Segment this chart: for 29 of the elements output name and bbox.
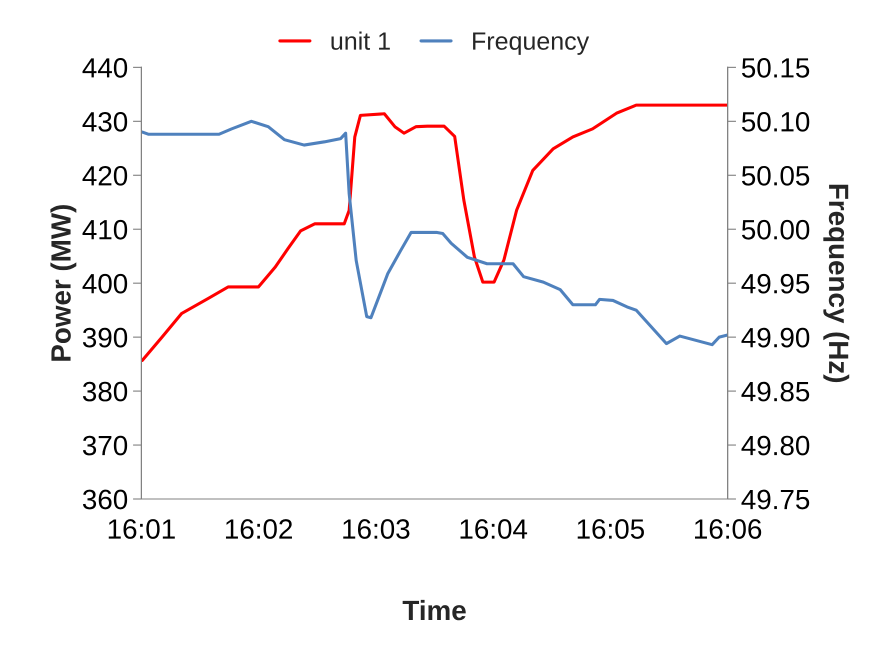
- y2-tick-label: 49.85: [741, 382, 810, 402]
- y2-tick-label: 50.05: [742, 166, 810, 186]
- x-tick-label: 16:04: [460, 519, 528, 539]
- y-tick-label: 440: [82, 58, 128, 78]
- y-tick-label: 390: [82, 328, 128, 348]
- legend-label: Frequency: [473, 32, 590, 55]
- x-tick-label: 16:03: [343, 519, 410, 539]
- y-tick-label: 360: [82, 490, 128, 510]
- x-tick-label: 16:05: [578, 519, 644, 539]
- y-tick-label: 370: [82, 436, 128, 456]
- y2-tick-label: 50.15: [742, 58, 810, 78]
- x-tick-label: 16:01: [108, 519, 175, 539]
- y-tick-label: 410: [82, 220, 128, 240]
- y2-tick-label: 50.00: [742, 220, 810, 240]
- x-tick-label: 16:06: [695, 519, 762, 539]
- y2-tick-label: 49.90: [741, 328, 810, 348]
- y2-axis-title: Frequency (Hz): [823, 184, 850, 382]
- y2-tick-label: 50.10: [742, 112, 810, 132]
- y2-tick-label: 49.95: [741, 274, 810, 294]
- y2-tick-label: 49.75: [741, 490, 810, 510]
- y-tick-label: 420: [82, 166, 128, 186]
- y-tick-label: 380: [82, 382, 128, 402]
- legend-label: unit 1: [332, 32, 390, 50]
- y2-tick-label: 49.80: [741, 436, 810, 456]
- y-axis-title: Power (MW): [50, 205, 76, 361]
- x-tick-label: 16:02: [226, 519, 292, 539]
- x-axis-title: Time: [402, 600, 466, 620]
- y-tick-label: 400: [82, 274, 128, 294]
- y-tick-label: 430: [82, 112, 128, 132]
